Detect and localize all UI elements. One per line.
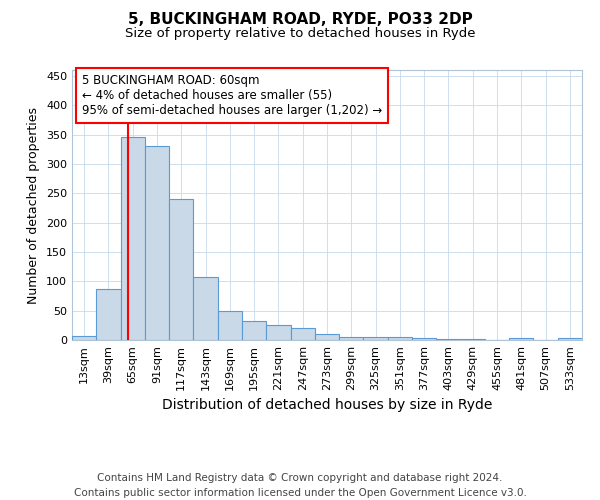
- Bar: [364, 337, 388, 340]
- Text: Contains HM Land Registry data © Crown copyright and database right 2024.
Contai: Contains HM Land Registry data © Crown c…: [74, 472, 526, 498]
- Text: 5 BUCKINGHAM ROAD: 60sqm
← 4% of detached houses are smaller (55)
95% of semi-de: 5 BUCKINGHAM ROAD: 60sqm ← 4% of detache…: [82, 74, 382, 117]
- Bar: [145, 146, 169, 340]
- Bar: [218, 310, 242, 340]
- Bar: [412, 338, 436, 340]
- Bar: [436, 339, 461, 340]
- Bar: [96, 289, 121, 340]
- Bar: [72, 336, 96, 340]
- Y-axis label: Number of detached properties: Number of detached properties: [28, 106, 40, 304]
- X-axis label: Distribution of detached houses by size in Ryde: Distribution of detached houses by size …: [162, 398, 492, 412]
- Bar: [461, 339, 485, 340]
- Text: Size of property relative to detached houses in Ryde: Size of property relative to detached ho…: [125, 28, 475, 40]
- Bar: [169, 199, 193, 340]
- Bar: [509, 338, 533, 340]
- Text: 5, BUCKINGHAM ROAD, RYDE, PO33 2DP: 5, BUCKINGHAM ROAD, RYDE, PO33 2DP: [128, 12, 472, 28]
- Bar: [266, 326, 290, 340]
- Bar: [388, 337, 412, 340]
- Bar: [315, 334, 339, 340]
- Bar: [121, 138, 145, 340]
- Bar: [290, 328, 315, 340]
- Bar: [558, 338, 582, 340]
- Bar: [242, 321, 266, 340]
- Bar: [339, 337, 364, 340]
- Bar: [193, 276, 218, 340]
